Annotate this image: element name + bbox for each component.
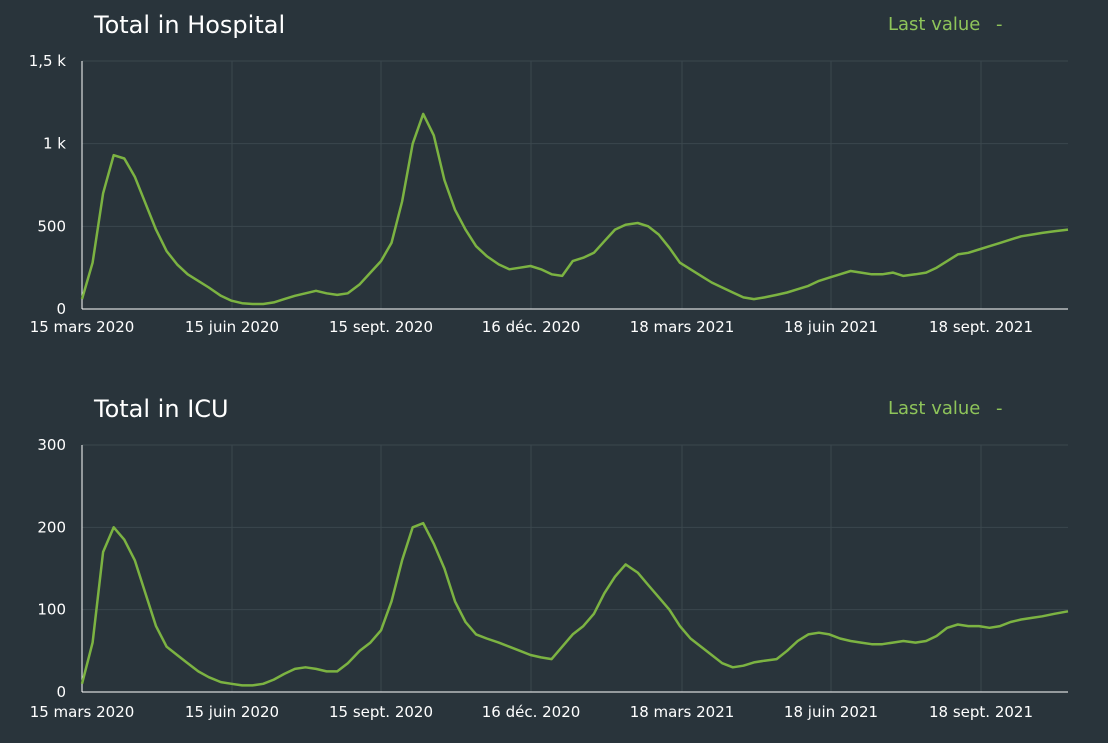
y-tick-label: 100 — [37, 601, 66, 619]
chart-title: Total in Hospital — [93, 11, 285, 39]
series-line — [80, 112, 1069, 306]
x-tick-label: 15 sept. 2020 — [329, 703, 433, 721]
y-tick-label: 0 — [56, 683, 66, 701]
grid — [82, 444, 1068, 693]
series-line — [80, 521, 1069, 687]
legend-value: - — [996, 14, 1003, 35]
x-tick-label: 18 sept. 2021 — [929, 318, 1033, 336]
x-tick-label: 15 mars 2020 — [30, 318, 135, 336]
y-tick-label: 1 k — [43, 135, 66, 153]
x-tick-label: 18 juin 2021 — [784, 703, 878, 721]
chart-title: Total in ICU — [93, 395, 229, 423]
x-tick-label: 15 sept. 2020 — [329, 318, 433, 336]
y-tick-labels: 0 500 1 k 1,5 k — [29, 52, 67, 318]
series-layer — [80, 521, 1069, 687]
x-tick-label: 18 mars 2021 — [630, 318, 735, 336]
x-tick-label: 15 mars 2020 — [30, 703, 135, 721]
legend-value: - — [996, 398, 1003, 419]
x-tick-labels: 15 mars 2020 15 juin 2020 15 sept. 2020 16 … — [30, 318, 1033, 336]
x-tick-label: 15 juin 2020 — [185, 703, 279, 721]
y-tick-labels: 0 100 200 300 — [37, 436, 66, 701]
x-tick-label: 16 déc. 2020 — [482, 703, 581, 721]
x-tick-label: 18 juin 2021 — [784, 318, 878, 336]
axes — [81, 61, 1068, 310]
legend-label[interactable]: Last value — [888, 398, 980, 419]
x-tick-label: 16 déc. 2020 — [482, 318, 581, 336]
x-tick-label: 18 sept. 2021 — [929, 703, 1033, 721]
series-layer — [80, 112, 1069, 306]
axes — [81, 445, 1068, 693]
y-tick-label: 300 — [37, 436, 66, 454]
legend-label[interactable]: Last value — [888, 14, 980, 35]
icu-panel: Total in ICU Last value - 0 100 200 300 15 … — [30, 395, 1069, 721]
y-tick-label: 200 — [37, 518, 66, 536]
y-tick-label: 1,5 k — [29, 52, 67, 70]
hospital-panel: Total in Hospital Last value - 0 500 1 k 1,… — [29, 11, 1069, 336]
x-tick-label: 18 mars 2021 — [630, 703, 735, 721]
y-tick-label: 500 — [37, 217, 66, 235]
y-tick-label: 0 — [56, 300, 66, 318]
x-tick-labels: 15 mars 2020 15 juin 2020 15 sept. 2020 16 … — [30, 703, 1033, 721]
x-tick-label: 15 juin 2020 — [185, 318, 279, 336]
grid — [82, 60, 1068, 310]
